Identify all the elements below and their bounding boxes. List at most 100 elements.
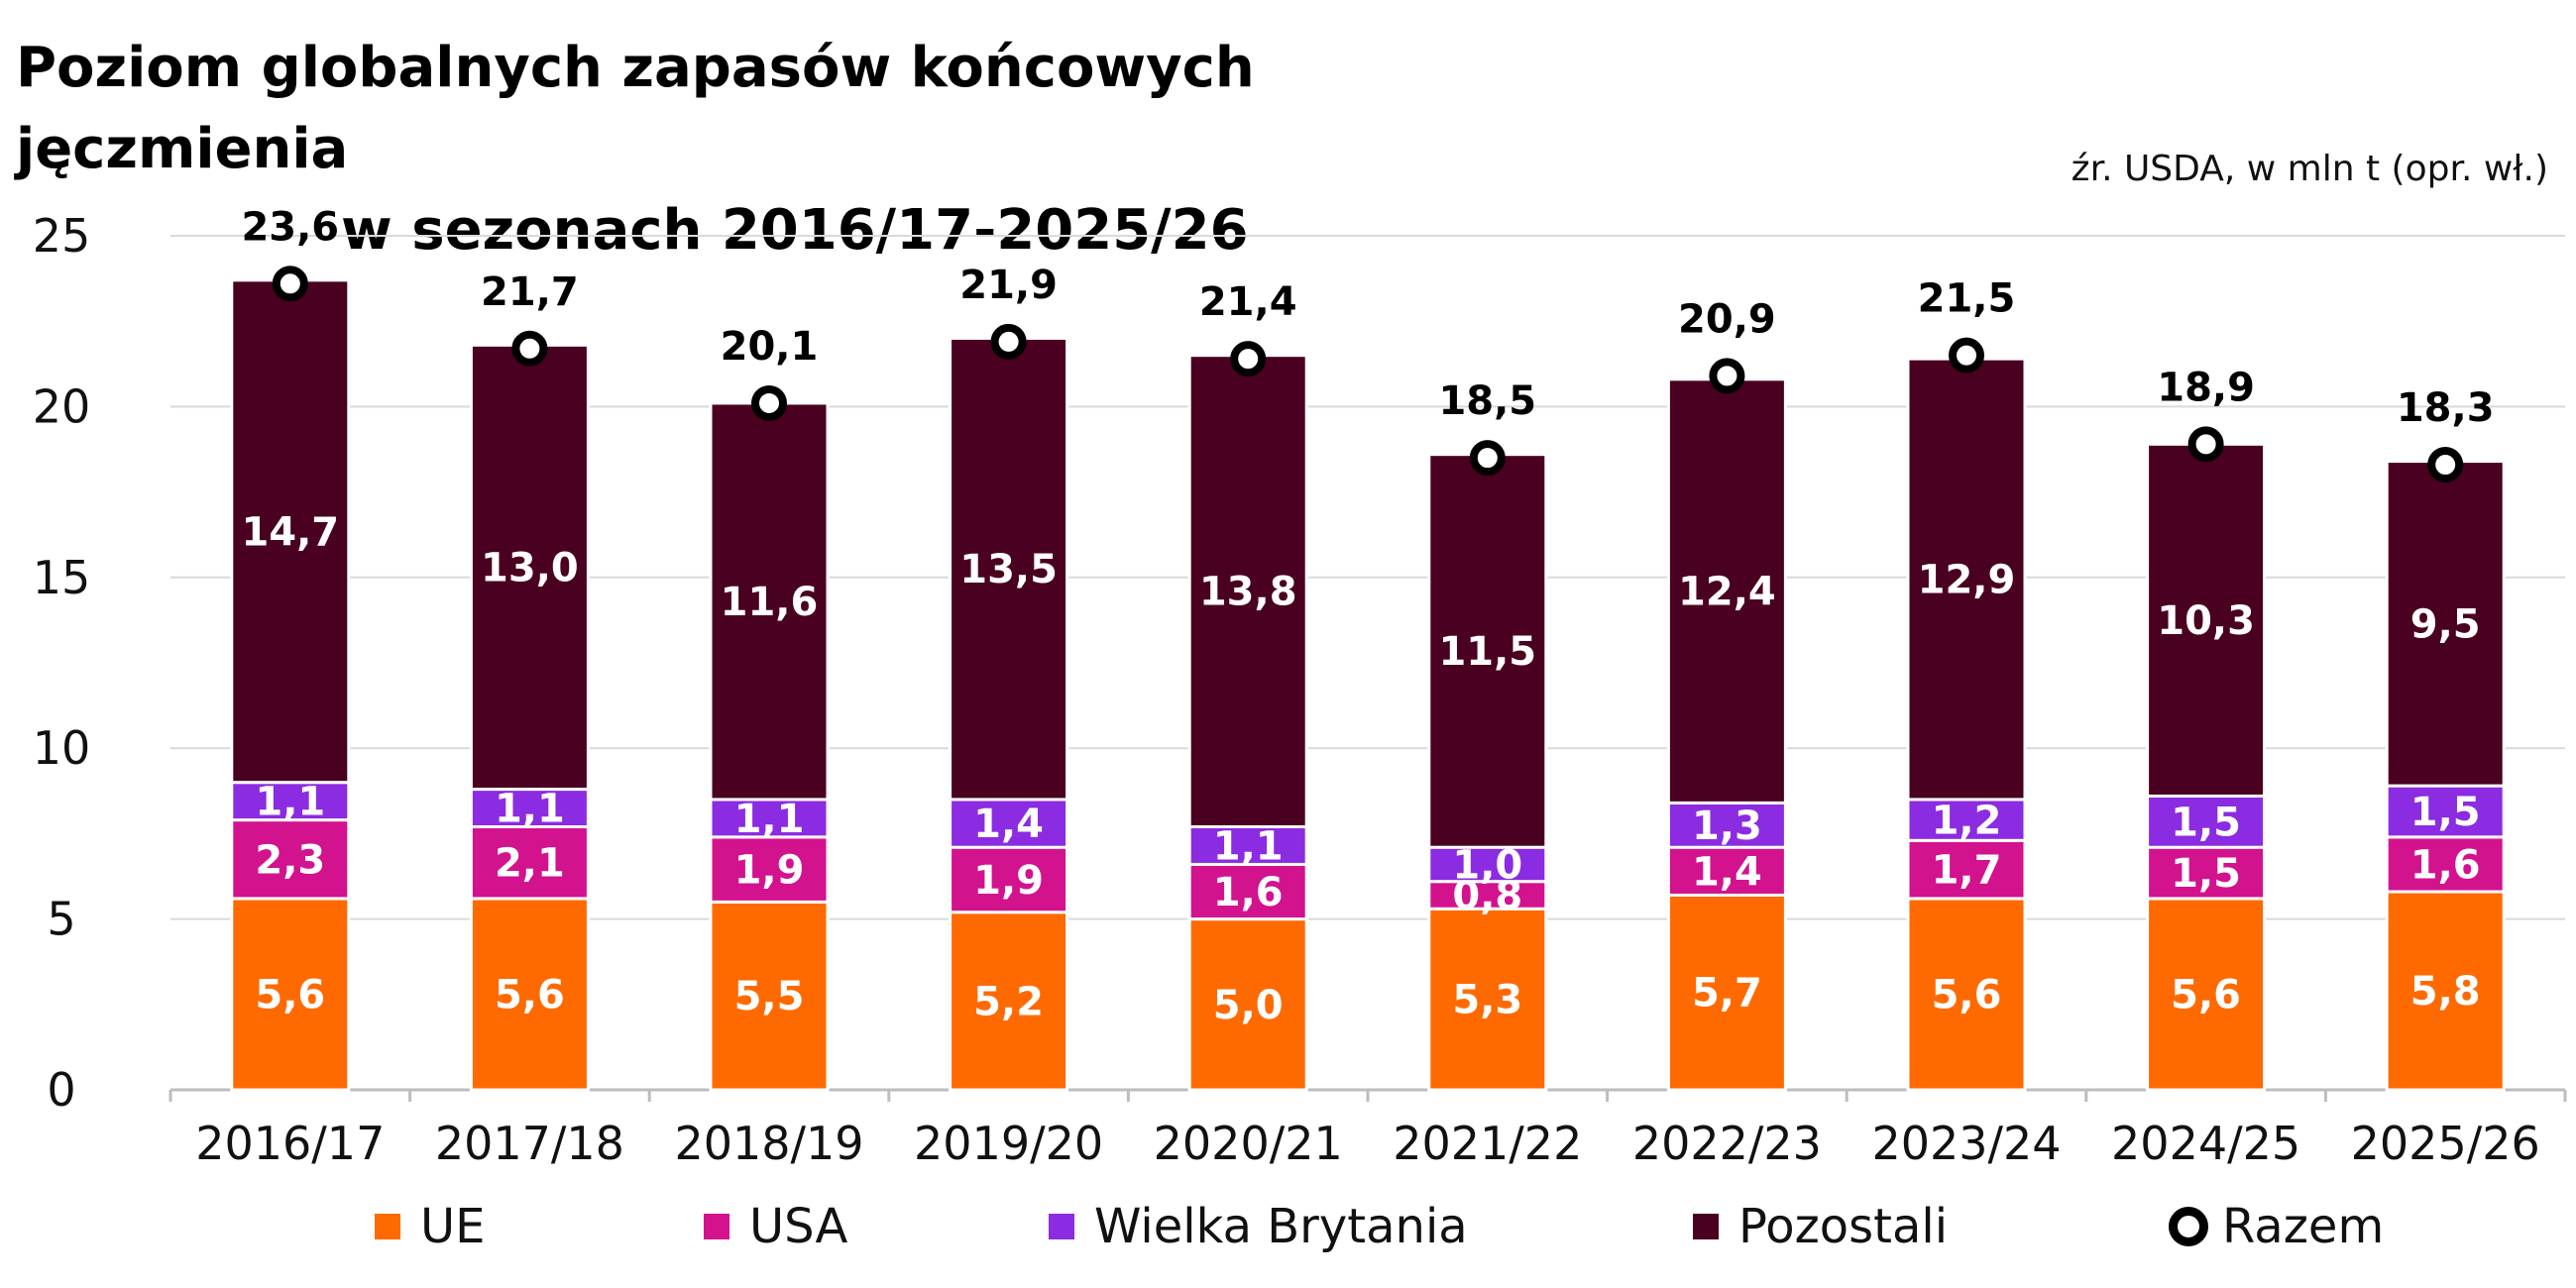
bar-usa bbox=[469, 825, 590, 901]
data-label: 5,2 bbox=[973, 979, 1044, 1024]
data-label: 5,7 bbox=[1692, 971, 1762, 1017]
total-label: 21,9 bbox=[959, 263, 1058, 308]
data-label: 12,9 bbox=[1918, 558, 2016, 603]
total-label: 20,9 bbox=[1678, 296, 1776, 342]
bar-usa bbox=[949, 845, 1069, 914]
total-marker bbox=[1709, 358, 1745, 394]
total-label: 18,5 bbox=[1438, 378, 1536, 424]
legend-swatch-ue bbox=[375, 1214, 400, 1239]
x-tick-label: 2019/20 bbox=[914, 1117, 1103, 1170]
bar-pozostali bbox=[949, 336, 1069, 802]
data-label: 5,0 bbox=[1213, 983, 1284, 1028]
data-label: 13,0 bbox=[481, 545, 579, 590]
total-label: 21,7 bbox=[481, 269, 579, 315]
legend-item-wielka-brytania: Wielka Brytania bbox=[1049, 1187, 1468, 1266]
y-tick-label: 0 bbox=[47, 1063, 75, 1117]
x-tick-label: 2018/19 bbox=[674, 1117, 863, 1170]
y-tick-label: 25 bbox=[33, 209, 91, 263]
bar-usa bbox=[709, 835, 830, 904]
data-label: 2,3 bbox=[255, 837, 325, 883]
data-label: 1,5 bbox=[2410, 790, 2481, 835]
data-label: 9,5 bbox=[2410, 601, 2481, 647]
y-tick-label: 20 bbox=[33, 379, 91, 433]
x-tick-label: 2025/26 bbox=[2351, 1117, 2540, 1170]
data-label: 1,4 bbox=[1692, 849, 1762, 895]
bar-usa bbox=[2146, 845, 2267, 901]
bar-pozostali bbox=[1666, 377, 1787, 805]
x-tick-label: 2021/22 bbox=[1393, 1117, 1582, 1170]
total-label: 18,9 bbox=[2157, 365, 2255, 410]
data-label: 1,9 bbox=[734, 848, 805, 894]
data-label: 1,3 bbox=[1692, 804, 1762, 849]
x-tick-label: 2016/17 bbox=[195, 1117, 385, 1170]
data-label: 1,1 bbox=[255, 780, 325, 825]
data-label: 14,7 bbox=[241, 509, 339, 555]
bar-pozostali bbox=[1427, 453, 1548, 849]
total-marker bbox=[2427, 447, 2464, 483]
bar-pozostali bbox=[709, 401, 830, 802]
bar-ue bbox=[2385, 890, 2506, 1092]
bar-usa bbox=[230, 818, 351, 901]
y-tick-label: 15 bbox=[33, 551, 91, 604]
bar-wielka-brytania bbox=[2385, 784, 2506, 839]
x-tick-label: 2017/18 bbox=[435, 1117, 624, 1170]
data-label: 1,5 bbox=[2171, 800, 2241, 845]
total-marker bbox=[1949, 337, 1984, 374]
legend-swatch-usa bbox=[704, 1214, 729, 1239]
data-label: 13,5 bbox=[959, 547, 1058, 592]
total-marker bbox=[2187, 426, 2224, 463]
y-tick-label: 5 bbox=[47, 893, 75, 946]
bar-usa bbox=[1666, 845, 1787, 897]
legend-label-pozostali: Pozostali bbox=[1738, 1199, 1949, 1254]
data-label: 1,5 bbox=[2171, 851, 2241, 897]
legend-label-usa: USA bbox=[749, 1199, 848, 1254]
bar-pozostali bbox=[1906, 357, 2027, 802]
bar-ue bbox=[709, 900, 830, 1092]
bar-wielka-brytania bbox=[1906, 798, 2027, 842]
bar-usa bbox=[2385, 835, 2506, 894]
bar-pozostali bbox=[1187, 354, 1308, 829]
chart-title: Poziom globalnych zapasów końcowych jęcz… bbox=[16, 28, 1562, 271]
chart-title-line-1: Poziom globalnych zapasów końcowych jęcz… bbox=[16, 36, 1255, 181]
legend-item-ue: UE bbox=[375, 1187, 485, 1266]
data-label: 5,6 bbox=[1932, 972, 2002, 1018]
y-tick-label: 10 bbox=[33, 721, 91, 775]
total-marker bbox=[511, 330, 548, 367]
x-tick-label: 2023/24 bbox=[1871, 1117, 2061, 1170]
data-label: 1,6 bbox=[2410, 842, 2481, 888]
bar-wielka-brytania bbox=[469, 788, 590, 829]
data-label: 1,6 bbox=[1213, 870, 1284, 915]
total-marker bbox=[990, 323, 1027, 360]
total-label: 20,1 bbox=[721, 324, 819, 370]
total-label: 21,4 bbox=[1199, 279, 1297, 325]
data-label: 11,6 bbox=[721, 580, 819, 625]
legend-item-razem: Razem bbox=[2169, 1187, 2384, 1266]
legend-swatch-pozostali bbox=[1693, 1214, 1719, 1239]
data-label: 1,9 bbox=[973, 858, 1044, 904]
bar-ue bbox=[1666, 893, 1787, 1092]
data-label: 5,8 bbox=[2410, 969, 2481, 1015]
bar-ue bbox=[1906, 897, 2027, 1092]
legend-label-ue: UE bbox=[420, 1199, 486, 1254]
data-label: 11,5 bbox=[1438, 629, 1536, 675]
data-label: 5,3 bbox=[1452, 978, 1522, 1023]
bar-ue bbox=[949, 911, 1069, 1092]
total-marker bbox=[1230, 341, 1267, 377]
data-label: 5,5 bbox=[734, 974, 805, 1020]
bar-usa bbox=[1427, 880, 1548, 911]
bar-ue bbox=[469, 897, 590, 1092]
data-label: 5,6 bbox=[495, 972, 565, 1018]
data-label: 1,4 bbox=[973, 802, 1044, 847]
data-label: 5,6 bbox=[2171, 972, 2241, 1018]
legend-item-pozostali: Pozostali bbox=[1693, 1187, 1948, 1266]
data-label: 1,0 bbox=[1452, 842, 1522, 888]
x-tick-label: 2020/21 bbox=[1154, 1117, 1343, 1170]
legend-item-usa: USA bbox=[704, 1187, 847, 1266]
total-marker bbox=[751, 384, 787, 421]
data-label: 1,1 bbox=[1213, 823, 1284, 869]
bar-pozostali bbox=[469, 343, 590, 792]
legend: UE USA Wielka Brytania Pozostali Razem bbox=[0, 1187, 2576, 1266]
bar-wielka-brytania bbox=[709, 798, 830, 839]
legend-label-razem: Razem bbox=[2222, 1199, 2385, 1254]
